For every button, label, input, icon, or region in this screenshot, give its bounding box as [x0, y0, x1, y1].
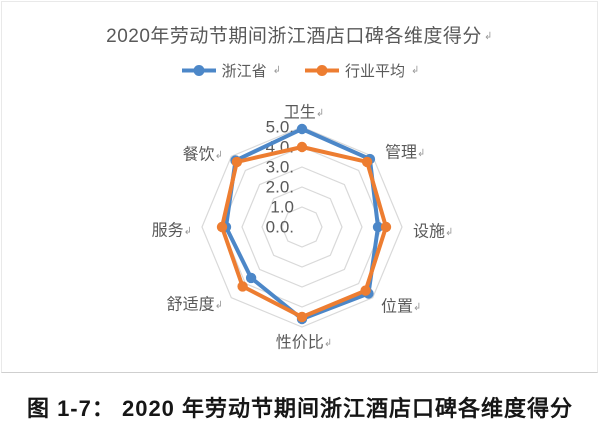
- radar-series-marker-浙江省: [296, 123, 308, 135]
- legend-marker-icon: [181, 64, 216, 76]
- legend-item-行业平均: 行业平均 ↲: [303, 60, 419, 81]
- paragraph-mark-icon: ↲: [483, 31, 493, 43]
- radar-category-label-位置: 位置↲: [381, 298, 421, 316]
- radar-series-marker-行业平均: [216, 221, 228, 233]
- paragraph-mark-icon: ↲: [272, 64, 281, 76]
- radar-grid-ring: [201, 126, 403, 328]
- paragraph-mark-icon: ↲: [413, 302, 421, 313]
- radar-series-marker-行业平均: [380, 221, 392, 233]
- figure-caption: 图 1-7： 2020 年劳动节期间浙江酒店口碑各维度得分: [26, 396, 574, 421]
- radar-category-label-性价比: 性价比↲: [276, 334, 332, 352]
- radar-tick-label: 5.0.: [266, 118, 294, 137]
- legend-label: 浙江省: [221, 62, 267, 80]
- radar-series-marker-浙江省: [372, 221, 384, 233]
- radar-grid-ring: [241, 166, 363, 288]
- radar-category-label-餐饮: 餐饮↲: [183, 146, 223, 164]
- radar-series-marker-行业平均: [361, 156, 373, 168]
- paragraph-mark-icon: ↲: [445, 227, 453, 238]
- radar-grid-ring: [281, 206, 323, 248]
- radar-series-marker-浙江省: [245, 272, 257, 284]
- chart-panel: 2020年劳动节期间浙江酒店口碑各维度得分 ↲ 浙江省 ↲ 行业平均 ↲ 5.0. 4.0…: [1, 1, 598, 373]
- legend-marker-icon: [305, 64, 339, 76]
- radar-tick-label: 1.0: [270, 198, 294, 217]
- radar-tick-label: 0.0.: [266, 218, 294, 237]
- radar-tick-label: 2.0.: [266, 178, 294, 197]
- radar-series-marker-行业平均: [296, 311, 308, 323]
- radar-category-label-设施: 设施↲: [413, 223, 453, 241]
- paragraph-mark-icon: ↲: [215, 300, 223, 311]
- radar-series-marker-行业平均: [360, 285, 371, 296]
- radar-tick-label: 3.0.: [266, 158, 294, 177]
- radar-category-label-管理: 管理↲: [385, 144, 425, 162]
- paragraph-mark-icon: ↲: [215, 150, 223, 161]
- chart-title-text: 2020年劳动节期间浙江酒店口碑各维度得分: [106, 26, 482, 47]
- paragraph-mark-icon: ↲: [411, 64, 420, 76]
- paragraph-mark-icon: ↲: [417, 148, 425, 159]
- legend-label: 行业平均: [345, 62, 406, 80]
- chart-title: 2020年劳动节期间浙江酒店口碑各维度得分 ↲: [2, 21, 597, 48]
- paragraph-mark-icon: ↲: [184, 226, 192, 237]
- radar-series-marker-行业平均: [237, 281, 248, 292]
- radar-category-label-服务: 服务↲: [152, 222, 192, 240]
- paragraph-mark-icon: ↲: [316, 108, 324, 119]
- radar-chart: 5.0.4.0.3.0.2.0.1.00.0.卫生↲管理↲设施↲位置↲性价比↲舒…: [152, 104, 454, 352]
- radar-grid-ring: [261, 186, 343, 268]
- paragraph-mark-icon: ↲: [324, 338, 332, 349]
- radar-category-label-舒适度: 舒适度↲: [167, 296, 223, 314]
- radar-series-marker-行业平均: [296, 141, 308, 153]
- legend-item-浙江省: 浙江省 ↲: [180, 60, 281, 81]
- radar-series-marker-行业平均: [231, 156, 243, 168]
- chart-legend: 浙江省 ↲ 行业平均 ↲: [2, 60, 597, 80]
- radar-grid-ring: [221, 146, 383, 308]
- radar-category-label-卫生: 卫生↲: [284, 104, 324, 122]
